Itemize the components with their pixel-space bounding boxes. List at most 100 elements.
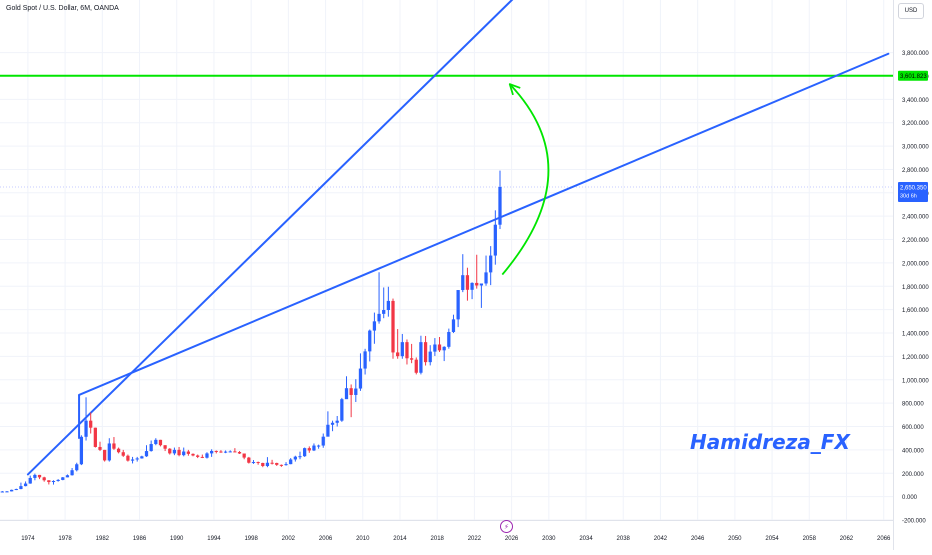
candle	[433, 338, 437, 356]
current-price-tag[interactable]: 2,650.350 30d 6h	[898, 181, 928, 202]
candle-body	[144, 451, 149, 457]
candle-body	[358, 368, 363, 389]
candle	[98, 441, 102, 452]
candle-body	[307, 448, 311, 451]
candle-body	[130, 459, 135, 461]
event-flash-icon[interactable]: ⚡	[500, 520, 513, 533]
candle	[233, 448, 237, 453]
candle	[65, 474, 70, 478]
candle-body	[172, 449, 177, 454]
candle	[400, 333, 404, 359]
price-axis-label: 0.000	[902, 495, 918, 501]
time-axis-label: 2026	[505, 536, 519, 542]
candle-body	[140, 456, 144, 459]
candle	[447, 328, 451, 349]
candle	[223, 450, 228, 454]
candle	[377, 272, 381, 324]
candle	[75, 462, 79, 472]
candle-body	[498, 186, 502, 225]
price-axis-label: -200.000	[902, 519, 926, 525]
candle-body	[256, 462, 260, 464]
candle-body	[279, 464, 284, 466]
candle-body	[470, 282, 474, 290]
candle-body	[28, 477, 32, 484]
candle	[247, 456, 251, 464]
candle-body	[5, 491, 9, 493]
upper-trendline[interactable]	[78, 52, 890, 396]
candle	[303, 447, 307, 457]
candle-body	[84, 420, 88, 437]
candle	[330, 420, 335, 432]
candle-body	[479, 283, 484, 286]
candle-body	[321, 436, 325, 446]
price-axis-label: 2,400.000	[902, 215, 929, 221]
time-axis-label: 2042	[654, 536, 668, 542]
time-axis-label: 1978	[58, 536, 72, 542]
candle-body	[205, 453, 209, 458]
currency-button[interactable]: USD	[898, 3, 924, 19]
candle	[368, 329, 372, 362]
candle-body	[79, 436, 84, 465]
candle-body	[251, 462, 256, 464]
candle-countdown: 30d 6h	[900, 193, 917, 199]
candle	[265, 457, 270, 468]
candle	[191, 453, 195, 457]
candle	[158, 439, 163, 447]
price-axis-label: 600.000	[902, 425, 924, 431]
candle-body	[0, 491, 4, 493]
level-price-tag[interactable]: 3,601.823	[898, 70, 928, 81]
candle	[335, 416, 339, 427]
candle-body	[56, 479, 60, 481]
candle-body	[437, 344, 442, 351]
candle	[205, 452, 209, 459]
candle	[279, 464, 284, 467]
candle-body	[400, 342, 404, 357]
candle	[316, 444, 321, 449]
candle-body	[368, 330, 372, 352]
candle	[470, 282, 474, 300]
candle	[242, 453, 246, 460]
candle-body	[293, 456, 297, 460]
time-axis-label: 2058	[803, 536, 817, 542]
candle	[14, 488, 18, 491]
candle-body	[14, 489, 18, 491]
candle	[419, 335, 423, 375]
candle	[484, 255, 488, 286]
price-axis-label: 200.000	[902, 472, 924, 478]
candle	[340, 397, 344, 422]
candle-body	[465, 275, 470, 290]
candle	[349, 384, 353, 418]
steep-trendline[interactable]	[26, 0, 549, 476]
candle-body	[191, 453, 195, 456]
candle-body	[112, 443, 116, 449]
time-axis-label: 2050	[728, 536, 742, 542]
candle-body	[344, 388, 349, 400]
candle	[396, 329, 400, 359]
projection-arrow[interactable]	[501, 83, 550, 276]
candle	[228, 450, 232, 453]
candle-body	[489, 255, 493, 273]
candle-body	[93, 427, 97, 447]
candle	[442, 346, 446, 362]
candle-body	[196, 455, 200, 457]
grid	[0, 0, 893, 521]
candle-body	[456, 290, 460, 320]
candle-body	[51, 480, 56, 483]
candle	[344, 376, 349, 400]
candle	[163, 445, 167, 452]
candle	[209, 449, 214, 457]
candle-body	[186, 451, 190, 454]
price-axis-label: 2,000.000	[902, 261, 929, 267]
candle-body	[168, 448, 172, 454]
candle	[79, 435, 84, 466]
candle-body	[284, 464, 288, 466]
symbol-title: Gold Spot / U.S. Dollar, 6M, OANDA	[6, 5, 119, 12]
candle	[84, 397, 88, 441]
time-axis-label: 2030	[542, 536, 556, 542]
candle	[61, 476, 65, 481]
candle	[116, 447, 121, 454]
candle	[284, 462, 288, 466]
